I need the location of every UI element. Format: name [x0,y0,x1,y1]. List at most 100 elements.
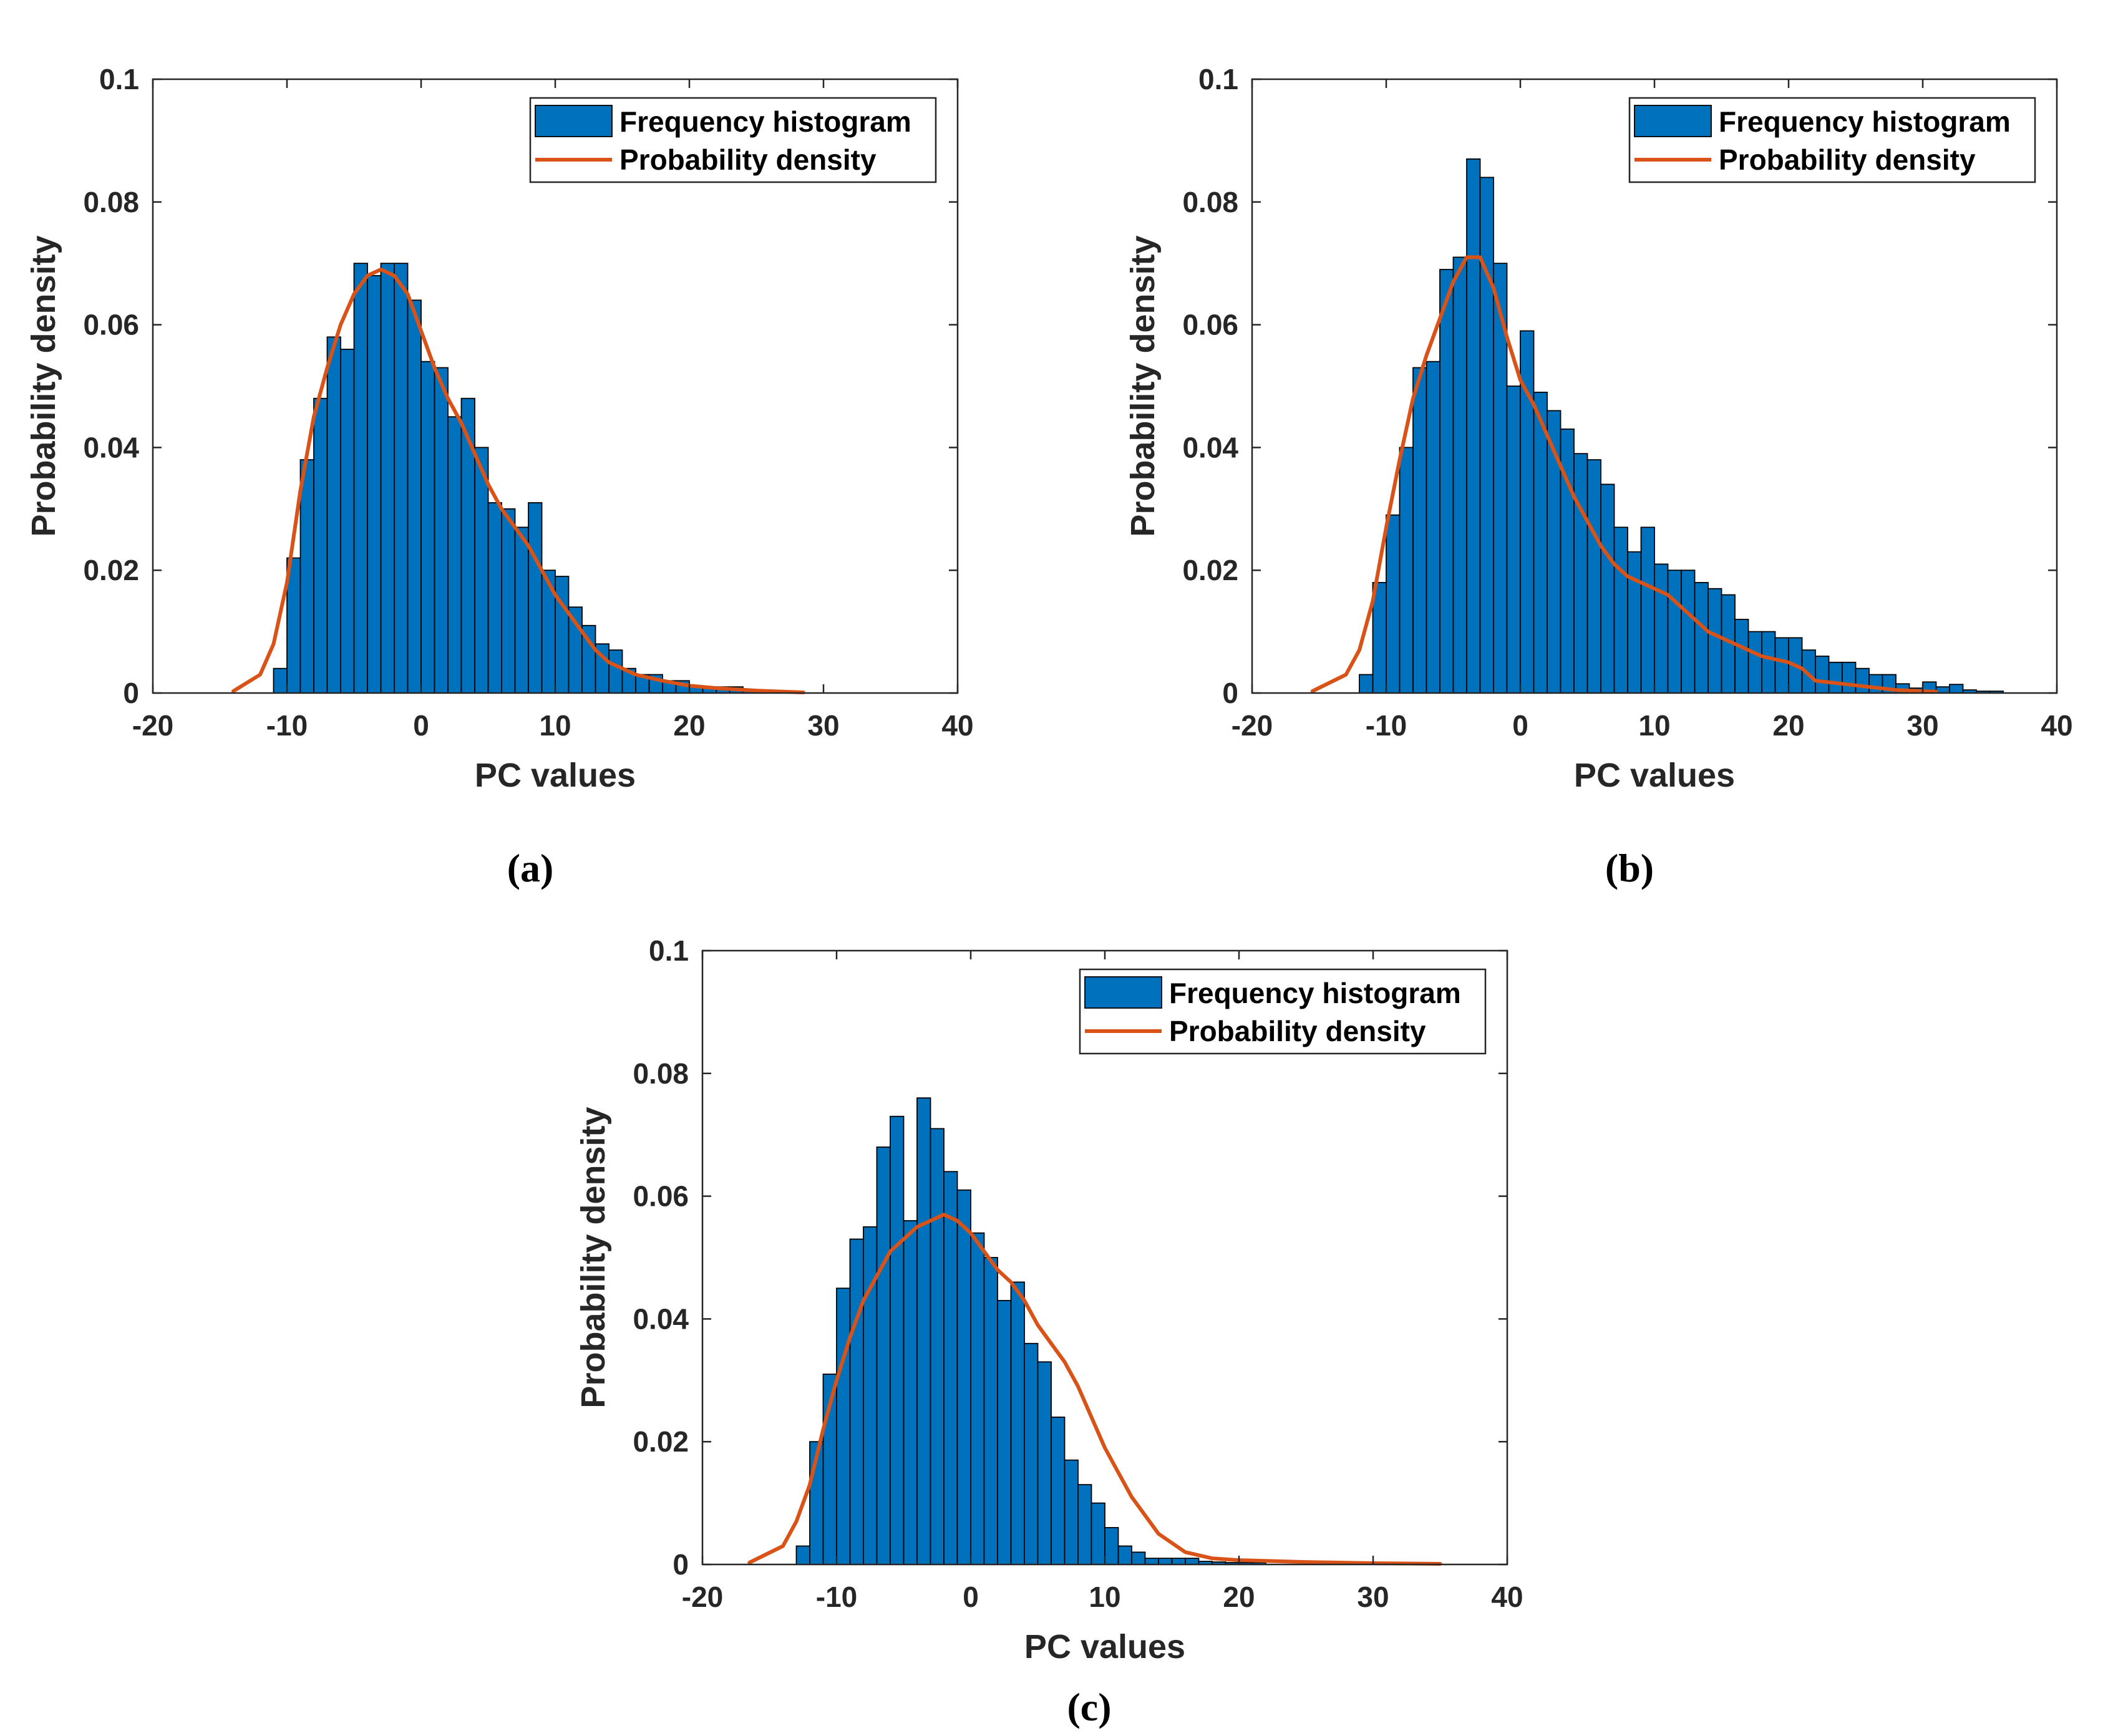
legend: Frequency histogram Probability density [1628,97,2036,183]
histogram-bar [1600,483,1615,694]
histogram-bar [1359,674,1374,694]
y-tick-label: 0.08 [83,186,139,218]
x-tick-label: 30 [1357,1581,1389,1613]
y-tick-label: 0.04 [83,431,139,463]
histogram-bar [1171,1558,1186,1565]
y-tick-label: 0 [673,1548,689,1581]
chart-panel-c: -20 -10 0 10 20 30 40 0 0.02 0.04 0.06 0.08 0.1 PC va… [575,934,1523,1729]
x-tick-label: 10 [1089,1581,1120,1613]
legend-label-density: Probability density [1719,143,1976,176]
histogram-bar [1868,674,1883,694]
x-tick-label: 30 [1907,709,1938,742]
histogram-bar [1734,619,1749,694]
histogram-bar [501,508,516,694]
histogram-bar [916,1097,931,1565]
histogram-bar [1681,570,1696,694]
histogram-bars [795,1097,1266,1565]
x-tick-label: 20 [1223,1581,1255,1613]
histogram-bar [1855,667,1870,694]
histogram-bar [1654,563,1669,694]
histogram-bar [970,1232,985,1565]
y-tick-label: 0.02 [633,1425,689,1458]
legend-bar-swatch [535,105,613,137]
y-tick-label: 0.06 [83,309,139,341]
y-tick-label: 0 [1222,677,1238,709]
histogram-bar [1747,631,1762,694]
histogram-bar [407,299,422,694]
legend-label-histogram: Frequency histogram [619,105,911,138]
legend-label-histogram: Frequency histogram [1169,977,1461,1009]
y-tick-label: 0.08 [1182,186,1238,218]
histogram-bar [326,336,341,694]
x-tick-label: -20 [132,709,173,742]
density-curve [231,268,805,694]
histogram-bar [1051,1416,1066,1565]
x-tick-label: 30 [807,709,839,742]
histogram-bar [447,416,462,694]
histogram-bar [1399,447,1414,694]
histogram-bar [983,1257,998,1565]
x-tick-label: 0 [413,709,429,742]
histogram-bar [340,349,355,694]
histogram-bars [273,263,784,694]
histogram-bar [997,1299,1012,1565]
histogram-bar [1694,581,1709,694]
y-axis-label: Probability density [575,1107,612,1408]
histogram-bar [1144,1558,1159,1565]
histogram-bar [1412,367,1427,694]
x-tick-label: 0 [1512,709,1528,742]
x-tick-label: 40 [941,709,973,742]
histogram-bar [836,1287,851,1565]
histogram-bar [353,263,368,694]
histogram-bar [313,397,328,694]
histogram-bar [1842,661,1857,694]
y-tick-label: 0.04 [633,1302,689,1335]
histogram-bar [876,1146,891,1565]
histogram-bar [1774,637,1789,694]
histogram-bar [1533,391,1548,694]
histogram-bar [1185,1558,1200,1565]
y-axis-label: Probability density [25,235,62,536]
histogram-bar [380,263,395,694]
histogram-bar [1077,1484,1092,1565]
y-tick-label: 0.06 [1182,309,1238,341]
x-tick-label: 40 [1491,1581,1523,1613]
x-tick-label: 0 [963,1581,979,1613]
histogram-bar [1707,588,1722,694]
x-tick-label: 10 [539,709,571,742]
x-axis-label: PC values [475,757,636,794]
y-axis-label: Probability density [1124,235,1162,536]
histogram-bar [1627,551,1642,694]
histogram-bar [1613,526,1628,694]
histogram-bar [514,526,529,694]
histogram-bar [1037,1361,1052,1565]
histogram-bar [1935,686,1950,694]
histogram-bar [1466,158,1481,694]
histogram-bar [1761,631,1776,694]
histogram-bar [1426,361,1440,694]
x-tick-label: -10 [1366,709,1407,742]
chart-panel-a: -20 -10 0 10 20 30 40 0 0.02 0.04 0.06 0.08 0.1 PC va… [25,63,974,890]
histogram-bar [1024,1342,1039,1565]
density-curve [747,1213,1442,1566]
histogram-bar [1479,177,1494,694]
histogram-bar [555,576,570,694]
histogram-bar [849,1238,864,1565]
histogram-bar [1815,656,1830,694]
legend-box [1079,968,1487,1055]
histogram-bar [890,1115,905,1565]
panel-label: (a) [507,846,554,890]
histogram-bar [1452,256,1467,694]
legend-label-histogram: Frequency histogram [1719,105,2011,138]
histogram-bar [420,361,435,694]
histogram-bar [795,1545,810,1565]
histogram-bar [1091,1502,1105,1565]
x-tick-label: 20 [1772,709,1804,742]
x-axis-label: PC values [1024,1628,1185,1666]
legend-bar-swatch [1634,105,1712,137]
y-tick-label: 0 [123,677,139,709]
histogram-bar [943,1171,958,1565]
y-tick-label: 0.1 [649,934,689,967]
histogram-bar [1386,514,1401,694]
histogram-bar [1640,526,1655,694]
